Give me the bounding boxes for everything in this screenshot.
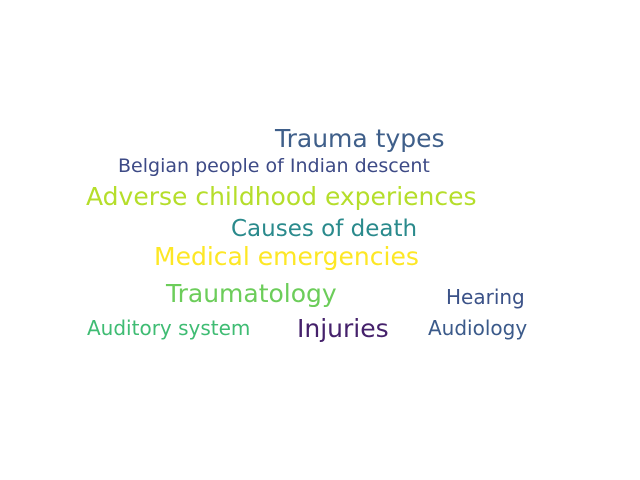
word-trauma-types: Trauma types — [275, 124, 445, 153]
word-medical-emergencies: Medical emergencies — [154, 242, 419, 271]
word-adverse-childhood-experiences: Adverse childhood experiences — [86, 182, 477, 211]
word-traumatology: Traumatology — [166, 279, 337, 308]
word-causes-of-death: Causes of death — [231, 216, 418, 242]
word-audiology: Audiology — [428, 316, 528, 340]
word-belgian-people-of-indian-descent: Belgian people of Indian descent — [118, 155, 430, 177]
word-hearing: Hearing — [446, 285, 525, 309]
word-injuries: Injuries — [297, 314, 389, 343]
word-auditory-system: Auditory system — [87, 316, 251, 340]
